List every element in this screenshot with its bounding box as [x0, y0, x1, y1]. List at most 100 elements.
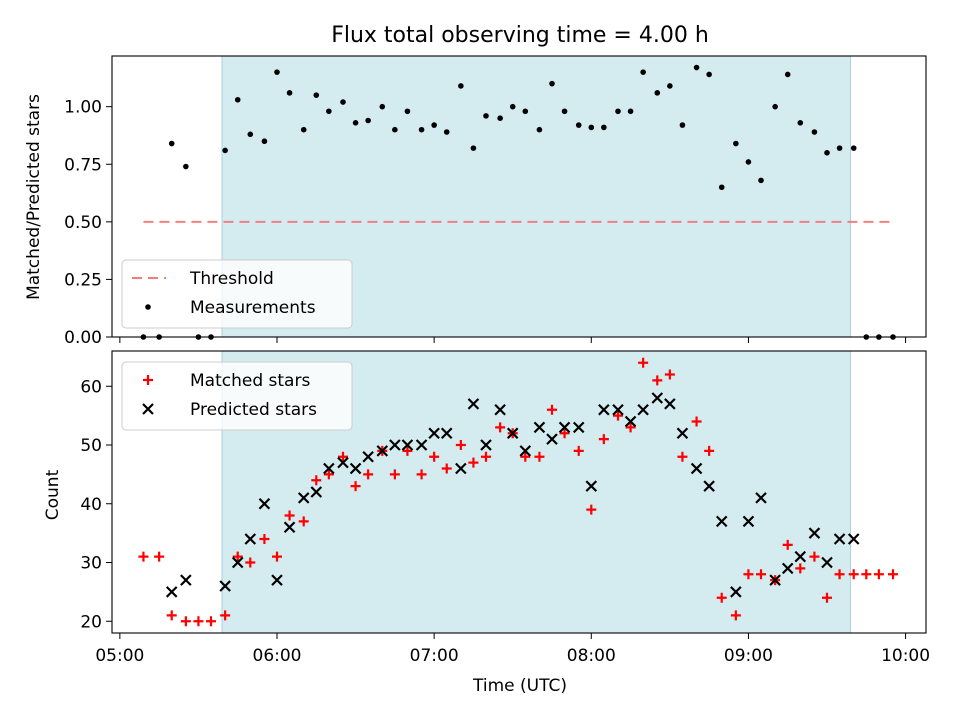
predicted-star-point: [847, 533, 860, 545]
predicted-star-point: [794, 550, 807, 563]
measurement-point: [706, 71, 712, 78]
matched-star-point: [559, 428, 570, 439]
predicted-star-point: [231, 556, 244, 569]
measurement-point: [536, 126, 543, 133]
predicted-star-point: [362, 450, 374, 463]
predicted-star-point: [440, 427, 453, 440]
matched-star-point: [338, 451, 348, 462]
predicted-star-point: [349, 462, 362, 475]
predicted-star-point: [664, 398, 676, 410]
chart-title: Flux total observing time = 4.00 h: [331, 23, 709, 48]
measurement-point: [483, 113, 489, 119]
predicted-star-point: [480, 439, 492, 451]
measurement-point: [470, 145, 477, 151]
measurement-point: [509, 103, 516, 110]
measurement-point: [443, 129, 450, 135]
predicted-star-point: [337, 456, 349, 469]
predicted-star-point: [258, 497, 271, 510]
matched-star-point: [586, 504, 597, 515]
measurement-point: [850, 145, 857, 151]
y-tick-label: 0.50: [64, 213, 102, 233]
measurement-point: [772, 103, 778, 110]
matched-star-point: [743, 569, 754, 580]
matched-star-point: [795, 563, 806, 574]
y-tick-label: 50: [80, 436, 102, 456]
measurement-point: [404, 108, 411, 115]
x-tick-label: 05:00: [95, 646, 144, 666]
matched-star-point: [782, 539, 793, 550]
legend-box: [121, 259, 353, 329]
matched-star-point: [245, 557, 256, 568]
predicted-star-point: [271, 574, 283, 586]
x-tick-label: 07:00: [410, 646, 459, 666]
measurement-point: [718, 184, 725, 191]
measurement-point: [234, 96, 241, 103]
x-tick-label: 08:00: [567, 646, 616, 666]
predicted-star-point: [637, 403, 649, 416]
measurement-point: [679, 122, 686, 128]
matched-star-point: [822, 592, 832, 603]
measurement-point: [261, 138, 268, 145]
predicted-star-point: [310, 486, 323, 498]
measurement-point: [222, 147, 228, 154]
matched-star-point: [429, 451, 440, 462]
x-tick-label: 10:00: [881, 646, 930, 666]
measurement-point: [340, 99, 346, 105]
predicted-star-point: [833, 533, 846, 545]
predicted-star-point: [755, 492, 767, 504]
matched-star-point: [704, 445, 715, 456]
predicted-star-point: [781, 562, 794, 575]
measurement-point: [313, 92, 320, 98]
measurement-point: [797, 119, 804, 126]
measurement-point: [824, 149, 830, 156]
matched-star-point: [389, 469, 400, 480]
legend-predicted-swatch: [142, 403, 154, 415]
y-tick-label: 60: [80, 377, 102, 397]
legend-label: Predicted stars: [190, 400, 317, 420]
measurement-point: [601, 124, 607, 131]
matched-star-point: [756, 569, 766, 580]
matched-star-point: [834, 569, 845, 580]
measurement-point: [615, 108, 621, 115]
matched-star-point: [455, 440, 466, 450]
matched-star-point: [441, 463, 452, 474]
measurement-point: [627, 108, 634, 115]
matched-star-point: [664, 369, 675, 380]
legend-measurement-swatch: [145, 304, 151, 310]
matched-star-point: [232, 551, 243, 562]
matched-star-point: [534, 451, 545, 462]
predicted-star-point: [219, 580, 231, 592]
predicted-star-point: [572, 421, 585, 434]
measurement-point: [365, 117, 371, 124]
predicted-star-point: [376, 445, 389, 457]
plot-frame: [111, 350, 927, 634]
matched-star-point: [350, 481, 361, 492]
predicted-star-point: [323, 462, 335, 475]
measurement-point: [561, 108, 568, 115]
matched-star-point: [888, 569, 898, 580]
matched-star-point: [481, 451, 491, 462]
matched-star-point: [861, 569, 872, 580]
y-tick-label: 0.75: [64, 155, 102, 175]
measurement-point: [640, 69, 646, 75]
matched-star-point: [220, 610, 231, 621]
matched-star-point: [809, 551, 820, 562]
matched-star-point: [873, 569, 884, 580]
predicted-star-point: [180, 574, 192, 586]
matched-star-point: [180, 616, 191, 627]
measurement-point: [575, 122, 582, 128]
measurement-point: [352, 119, 359, 126]
matched-star-point: [598, 434, 609, 445]
matched-star-point: [193, 616, 204, 627]
predicted-star-point: [533, 421, 546, 434]
legend-label: Threshold: [189, 269, 274, 289]
predicted-star-point: [808, 527, 821, 539]
measurement-point: [300, 126, 307, 133]
predicted-star-point: [690, 462, 703, 475]
measurement-point: [458, 83, 464, 89]
matched-star-point: [402, 445, 413, 456]
predicted-star-point: [730, 586, 742, 598]
matched-star-point: [547, 404, 557, 415]
predicted-star-point: [546, 433, 558, 445]
